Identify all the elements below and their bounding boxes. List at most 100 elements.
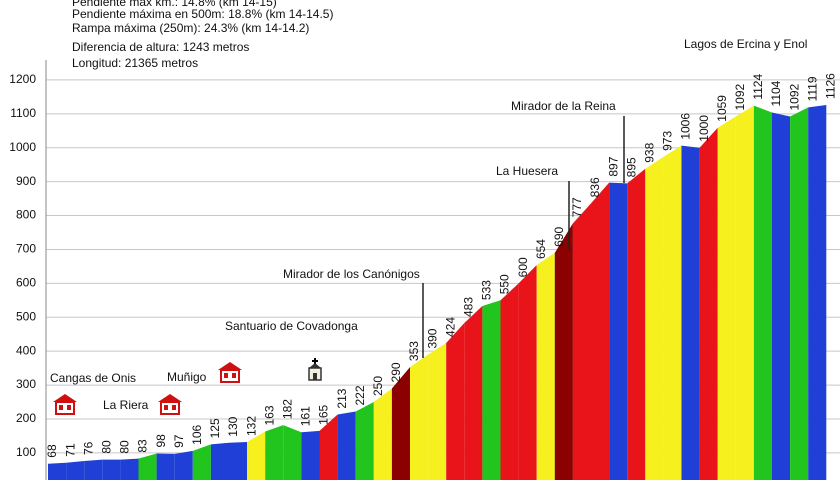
profile-segment: [464, 306, 483, 480]
data-label: 83: [136, 439, 150, 453]
profile-segment: [84, 459, 103, 480]
data-label: 213: [335, 388, 349, 408]
y-tick-label: 700: [16, 242, 36, 256]
data-label: 836: [588, 177, 602, 197]
data-label: 76: [81, 441, 95, 455]
profile-segment: [500, 283, 519, 480]
data-label: 353: [407, 341, 421, 361]
profile-segment: [645, 156, 664, 480]
house-icon: [218, 362, 242, 383]
profile-segment: [355, 402, 374, 480]
data-label: 68: [45, 444, 59, 458]
profile-segment: [482, 300, 501, 480]
place-label: La Huesera: [496, 164, 558, 178]
profile-segment: [790, 107, 809, 480]
profile-segment: [681, 145, 700, 480]
data-label: 1006: [679, 113, 693, 140]
house-icon: [158, 394, 182, 415]
data-label: 222: [353, 385, 367, 405]
profile-segment: [735, 105, 754, 480]
place-label: Mirador de la Reina: [511, 99, 616, 113]
profile-segment: [572, 203, 591, 480]
profile-segment: [48, 462, 67, 480]
note: Diferencia de altura: 1243 metros: [72, 40, 249, 54]
data-label: 1126: [823, 73, 837, 99]
profile-segment: [210, 442, 229, 480]
data-label: 1092: [733, 84, 747, 111]
data-label: 250: [371, 376, 385, 396]
data-label: 600: [516, 257, 530, 277]
data-label: 130: [226, 416, 240, 436]
profile-segment: [138, 453, 157, 480]
data-label: 895: [624, 157, 638, 177]
data-label: 80: [118, 440, 132, 454]
profile-segment: [717, 116, 736, 480]
data-label: 1124: [751, 74, 765, 100]
place-label: Cangas de Onis: [50, 371, 136, 385]
profile-segment: [156, 453, 175, 480]
profile-segment: [229, 442, 248, 480]
profile-segment: [609, 182, 628, 480]
data-label: 1092: [787, 84, 801, 111]
profile-segment: [66, 461, 85, 480]
data-label: 1104: [769, 80, 783, 106]
data-label: 163: [262, 405, 276, 425]
data-label: 98: [154, 434, 168, 448]
house-icon: [53, 394, 77, 415]
profile-segment: [102, 459, 121, 480]
y-tick-label: 100: [16, 445, 36, 459]
place-label: Santuario de Covadonga: [225, 319, 358, 333]
icons: [53, 358, 322, 415]
profile-segment: [319, 414, 338, 480]
profile-segment: [627, 168, 646, 480]
data-label: 1119: [805, 76, 819, 101]
data-label: 1059: [715, 95, 729, 122]
data-label: 550: [498, 274, 512, 294]
data-label: 533: [480, 280, 494, 300]
profile-segment: [337, 411, 356, 480]
y-tick-label: 800: [16, 208, 36, 222]
note: Longitud: 21365 metros: [72, 56, 198, 70]
data-label: 973: [661, 131, 675, 151]
y-tick-label: 1200: [9, 72, 36, 86]
data-label: 106: [190, 424, 204, 444]
data-label: 654: [534, 239, 548, 259]
church-icon: [308, 358, 322, 381]
note: Rampa máxima (250m): 24.3% (km 14-14.2): [72, 21, 309, 35]
place-label: La Riera: [103, 398, 149, 412]
data-label: 897: [606, 156, 620, 176]
data-label: 483: [461, 297, 475, 317]
profile-segment: [554, 223, 573, 480]
data-label: 161: [299, 406, 313, 426]
data-label: 390: [425, 328, 439, 348]
place-label: Mirador de los Canónigos: [283, 267, 420, 281]
profile-segment: [265, 425, 284, 480]
profile-segment: [301, 430, 320, 480]
y-tick-label: 600: [16, 276, 36, 290]
note: Pendiente máx km.: 14.8% (km 14-15): [72, 0, 277, 9]
data-label: 424: [443, 317, 457, 337]
profile-segment: [174, 450, 193, 480]
data-label: 690: [552, 226, 566, 246]
profile-segment: [373, 388, 392, 480]
place-label: Lagos de Ercina y Enol: [684, 37, 807, 51]
profile-segment: [753, 105, 772, 480]
data-label: 125: [208, 418, 222, 438]
y-tick-label: 500: [16, 309, 36, 323]
profile-segment: [663, 145, 682, 480]
y-tick-label: 1100: [10, 106, 36, 120]
profile-segment: [120, 458, 139, 480]
profile-segment: [410, 354, 429, 480]
y-tick-label: 900: [16, 174, 36, 188]
profile-segment: [428, 343, 447, 480]
data-label: 80: [99, 440, 113, 454]
data-label: 182: [280, 399, 294, 419]
data-label: 938: [642, 142, 656, 162]
place-label: Muñigo: [167, 370, 207, 384]
profile-segment: [247, 431, 266, 480]
profile-segment: [699, 127, 718, 480]
profile-segment: [536, 252, 555, 480]
y-tick-label: 400: [16, 343, 36, 357]
note: Pendiente máxima en 500m: 18.8% (km 14-1…: [72, 7, 333, 21]
